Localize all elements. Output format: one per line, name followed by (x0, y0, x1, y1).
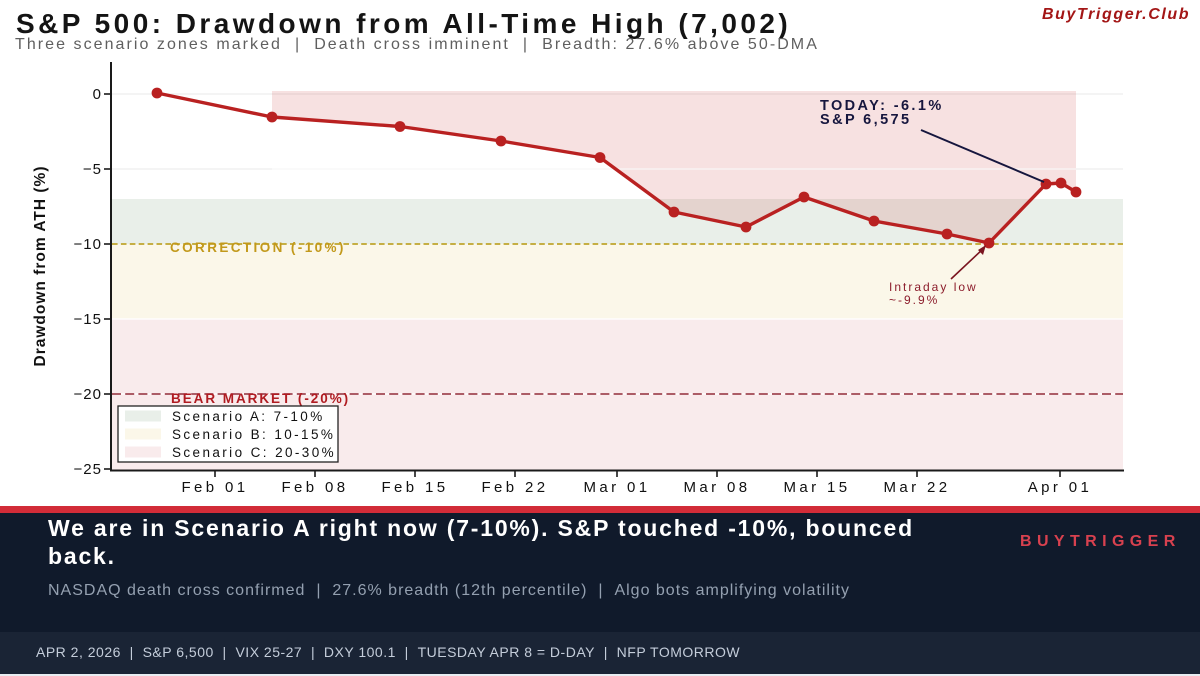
svg-text:Mar 01: Mar 01 (583, 479, 650, 496)
svg-text:Apr 01: Apr 01 (1028, 479, 1093, 496)
svg-text:−25: −25 (74, 461, 102, 478)
svg-text:BEAR MARKET (-20%): BEAR MARKET (-20%) (171, 391, 350, 406)
svg-text:Mar 15: Mar 15 (783, 479, 850, 496)
svg-text:Feb 01: Feb 01 (181, 479, 248, 496)
svg-text:Scenario B: 10-15%: Scenario B: 10-15% (172, 427, 335, 442)
svg-text:TODAY: -6.1%: TODAY: -6.1% (820, 98, 944, 114)
svg-text:~-9.9%: ~-9.9% (889, 293, 939, 307)
svg-text:−20: −20 (74, 386, 102, 403)
svg-text:Mar 08: Mar 08 (683, 479, 750, 496)
svg-text:Feb 22: Feb 22 (481, 479, 548, 496)
svg-text:Feb 15: Feb 15 (381, 479, 448, 496)
svg-text:Feb 08: Feb 08 (281, 479, 348, 496)
svg-text:−5: −5 (83, 161, 102, 178)
svg-text:−10: −10 (74, 236, 102, 253)
svg-text:Mar 22: Mar 22 (883, 479, 950, 496)
svg-text:Scenario A: 7-10%: Scenario A: 7-10% (172, 409, 325, 424)
svg-text:Drawdown from ATH (%): Drawdown from ATH (%) (32, 166, 49, 367)
svg-text:−15: −15 (74, 311, 102, 328)
svg-text:CORRECTION (-10%): CORRECTION (-10%) (170, 240, 346, 255)
svg-text:Intraday low: Intraday low (889, 280, 978, 294)
svg-text:Scenario C: 20-30%: Scenario C: 20-30% (172, 445, 336, 460)
svg-text:S&P 6,575: S&P 6,575 (820, 112, 911, 128)
svg-text:0: 0 (93, 86, 102, 103)
